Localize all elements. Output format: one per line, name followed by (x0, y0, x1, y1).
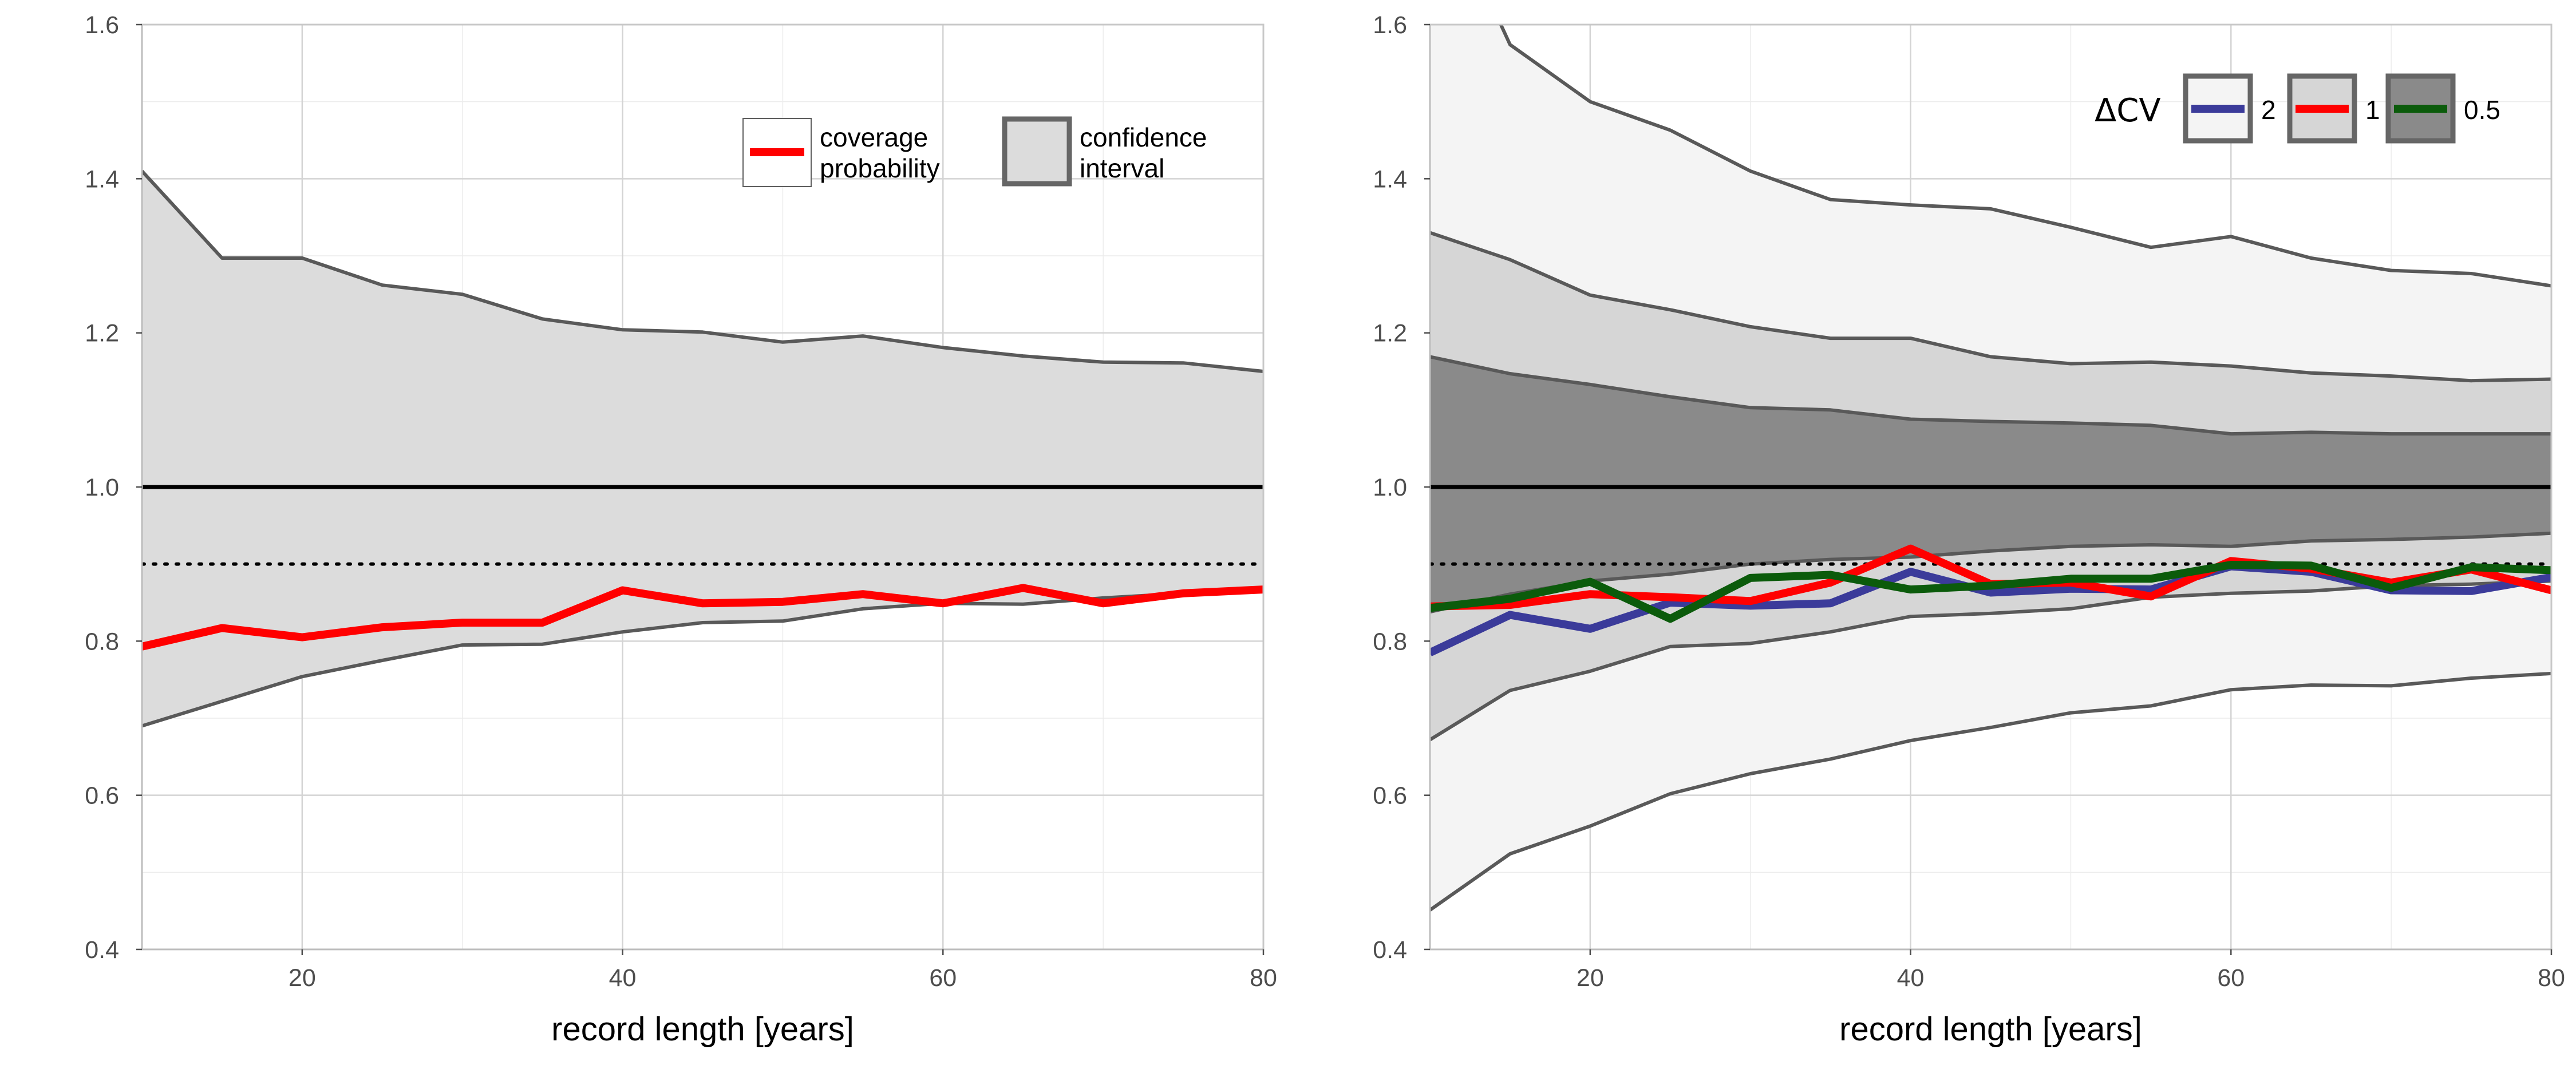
legend: ΔCV 2 1 0.5 (2095, 73, 2500, 144)
band-area-0_5 (1430, 357, 2551, 612)
y-tick-label: 0.8 (85, 628, 119, 655)
band-lower-edge-0_5 (1430, 531, 2551, 614)
series-line-coverage-probability (142, 584, 1263, 651)
y-tick-label: 1.6 (1373, 11, 1407, 39)
y-tick-label: 0.4 (1373, 936, 1407, 964)
legend-label-0_5: 0.5 (2464, 95, 2500, 125)
y-tick-label: 1.0 (85, 474, 119, 501)
x-tick-label: 60 (2217, 964, 2245, 992)
series-line-0_5 (1430, 561, 2551, 623)
x-tick-label: 60 (929, 964, 957, 992)
band-lower-edge-2 (1430, 671, 2551, 912)
band-upper-edge-0_5 (1430, 355, 2551, 436)
x-tick-label: 80 (1250, 964, 1277, 992)
y-tick-label: 0.6 (85, 782, 119, 810)
legend-label-2: 2 (2261, 95, 2276, 125)
legend-title: ΔCV (2095, 92, 2161, 129)
legend-key-confidence-interval (1002, 116, 1072, 187)
legend-label-coverage-1: coverage (820, 122, 928, 152)
x-tick-label: 20 (289, 964, 316, 992)
plot-area (1430, 25, 2551, 912)
y-tick-label: 1.4 (1373, 165, 1407, 193)
legend-label-ci-1: confidence (1080, 122, 1207, 152)
y-tick-label: 1.2 (85, 320, 119, 347)
x-tick-label: 40 (609, 964, 637, 992)
band-upper-edge-2 (1499, 25, 2551, 288)
legend-label-coverage-2: probability (820, 153, 940, 183)
y-tick-label: 1.4 (85, 165, 119, 193)
x-tick-label: 20 (1577, 964, 1604, 992)
plot-area (142, 169, 1263, 728)
band-upper-edge-confidence-interval (142, 169, 1263, 373)
y-tick-label: 0.4 (85, 936, 119, 964)
y-tick-label: 0.8 (1373, 628, 1407, 655)
y-tick-label: 1.6 (85, 11, 119, 39)
y-tick-label: 0.6 (1373, 782, 1407, 810)
x-axis-title: record length [years] (551, 1011, 854, 1048)
right-chart-panel: 0.4 0.6 0.8 1.0 1.2 1.4 1.6 20 40 60 80 record leng… (1373, 11, 2565, 1048)
y-tick-label: 1.0 (1373, 474, 1407, 501)
y-tick-label: 1.2 (1373, 320, 1407, 347)
x-tick-label: 40 (1897, 964, 1925, 992)
band-upper-edge-1 (1430, 231, 2551, 383)
legend-label-1: 1 (2365, 95, 2380, 125)
left-chart-panel: 0.4 0.6 0.8 1.0 1.2 1.4 1.6 20 40 60 80 record leng… (85, 11, 1277, 1048)
band-area-confidence-interval (142, 171, 1263, 726)
x-axis-title: record length [years] (1839, 1011, 2142, 1048)
x-tick-label: 80 (2538, 964, 2565, 992)
legend-label-ci-2: interval (1080, 153, 1164, 183)
